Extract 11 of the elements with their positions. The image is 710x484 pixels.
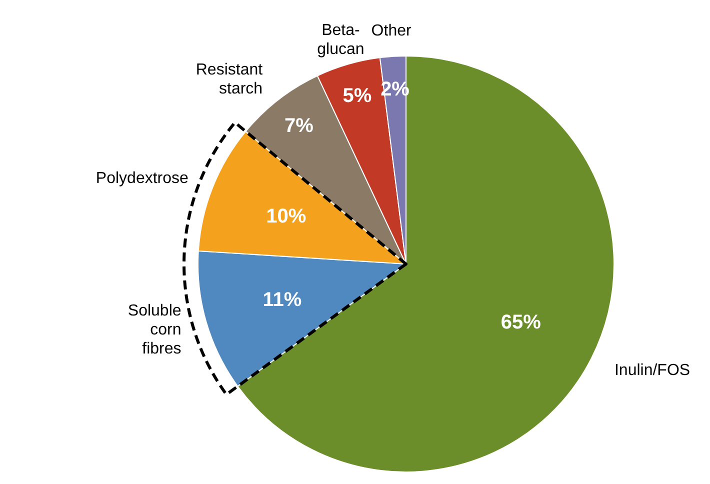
data-label: 10%: [266, 206, 306, 228]
data-label: 5%: [342, 85, 372, 108]
data-label: 11%: [262, 288, 302, 311]
slice-label: Polydextrose: [96, 169, 189, 186]
data-label: 7%: [284, 114, 314, 137]
slice-label: Beta-glucan: [317, 21, 364, 58]
slice-label: Other: [371, 22, 412, 39]
slice-label: Inulin/FOS: [614, 362, 690, 379]
data-label: 65%: [500, 312, 542, 334]
slice-label: Resistant starch: [196, 61, 264, 98]
slice-label: Soluble corn fibres: [128, 302, 182, 357]
